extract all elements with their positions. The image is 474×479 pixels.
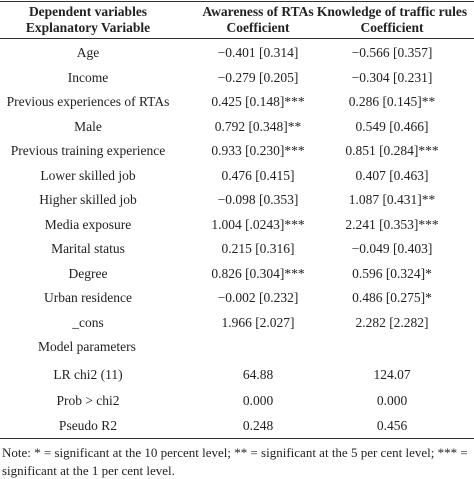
value-cell: 0.826 [0.304]*** (211, 265, 305, 281)
value-cell: 0.486 [0.275]* (352, 290, 432, 305)
value-cell: 0.476 [0.415] (221, 167, 295, 183)
header-rule (0, 38, 474, 39)
value-cell: −0.304 [0.231] (351, 69, 433, 85)
param-value: 0.456 (376, 418, 408, 433)
param-label: Pseudo R2 (58, 418, 118, 433)
param-value: 0.248 (242, 418, 274, 433)
header-cell: Dependent variables (28, 4, 148, 19)
value-cell: 0.933 [0.230]*** (211, 143, 305, 158)
param-label: Prob > chi2 (56, 392, 120, 408)
param-value: 0.000 (242, 392, 274, 408)
section-label: Model parameters (38, 339, 136, 354)
value-cell: −0.049 [0.403] (351, 241, 433, 256)
row-label: Income (67, 69, 109, 85)
bottom-rule (0, 438, 474, 439)
value-cell: 1.966 [2.027] (221, 314, 295, 330)
row-label: Age (76, 45, 100, 60)
row-label: Previous experiences of RTAs (6, 94, 170, 109)
value-cell: 2.241 [0.353]*** (345, 216, 439, 232)
value-cell: 2.282 [2.282] (355, 314, 429, 330)
value-cell: 1.004 [.0243]*** (211, 216, 305, 232)
value-cell: 0.549 [0.466] (355, 118, 429, 134)
row-label: Higher skilled job (39, 192, 137, 207)
value-cell: −0.098 [0.353] (217, 192, 299, 207)
param-value: 64.88 (242, 367, 274, 382)
header-cell: Explanatory Variable (25, 20, 151, 35)
value-cell: 0.407 [0.463] (355, 167, 429, 183)
row-label: _cons (72, 314, 104, 330)
row-label: Previous training experience (10, 143, 166, 158)
value-cell: −0.279 [0.205] (217, 69, 299, 85)
value-cell: 0.792 [0.348]** (214, 118, 302, 134)
value-cell: −0.566 [0.357] (351, 45, 433, 60)
param-value: 124.07 (373, 367, 411, 382)
table-note: Note: * = significant at the 10 percent … (2, 445, 468, 478)
param-value: 0.000 (376, 392, 408, 408)
row-label: Media exposure (44, 216, 132, 232)
header-cell: Coefficient (360, 20, 424, 35)
row-label: Degree (68, 265, 108, 281)
value-cell: 0.425 [0.148]*** (211, 94, 305, 109)
value-cell: 0.851 [0.284]*** (345, 143, 439, 158)
value-cell: −0.401 [0.314] (217, 45, 299, 60)
value-cell: 0.596 [0.324]* (352, 265, 432, 281)
header-cell: Coefficient (226, 20, 290, 35)
value-cell: 0.215 [0.316] (221, 241, 295, 256)
row-label: Male (74, 118, 102, 134)
value-cell: −0.002 [0.232] (217, 290, 299, 305)
value-cell: 0.286 [0.145]** (348, 94, 436, 109)
top-rule (0, 1, 474, 2)
header-cell: Knowledge of traffic rules (316, 4, 468, 19)
value-cell: 1.087 [0.431]** (348, 192, 436, 207)
param-label: LR chi2 (11) (53, 367, 123, 382)
row-label: Urban residence (43, 290, 133, 305)
header-cell: Awareness of RTAs (202, 4, 314, 19)
row-label: Marital status (51, 241, 125, 256)
row-label: Lower skilled job (40, 167, 136, 183)
